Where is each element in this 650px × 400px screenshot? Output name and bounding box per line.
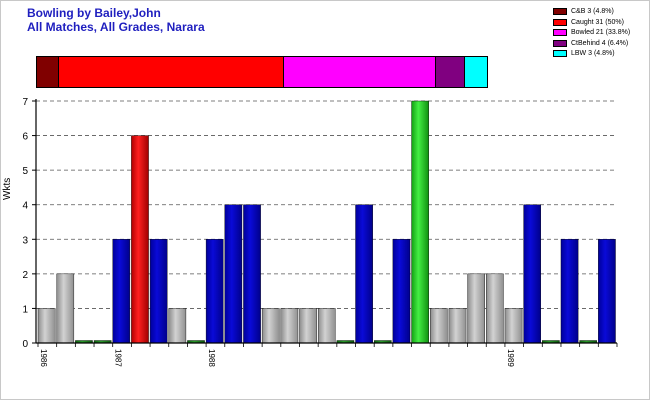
y-tick-label: 0: [22, 339, 28, 350]
y-tick-label: 1: [22, 304, 28, 315]
dismissal-segment-2: [283, 57, 437, 87]
bar-19: [392, 239, 411, 344]
bar-0: [37, 308, 56, 344]
x-tick-label-1989: 1989: [506, 349, 515, 367]
bar-24: [486, 273, 504, 344]
bar-17: [355, 204, 373, 344]
bar-10: [224, 204, 243, 344]
x-tick-label-1988: 1988: [207, 349, 216, 367]
y-tick-label: 4: [22, 201, 28, 212]
dismissal-segment-1: [58, 57, 284, 87]
x-tick-labels: 1986 1987 1988 1989: [39, 349, 515, 367]
bar-22: [448, 308, 467, 344]
dismissal-breakdown-bar: [36, 56, 488, 88]
bar-14: [299, 308, 317, 344]
bar-25: [504, 308, 523, 344]
dismissal-segment-4: [465, 57, 487, 87]
y-tick-label: 5: [22, 166, 28, 177]
bar-15: [317, 308, 336, 344]
chart-subtitle: All Matches, All Grades, Narara: [27, 20, 205, 34]
legend-label-cb: C&B 3 (4.8%): [571, 8, 614, 15]
bar-13: [280, 308, 299, 344]
legend-swatch-bowled: [553, 29, 567, 36]
legend-label-caught: Caught 31 (50%): [571, 18, 624, 26]
bar-26: [523, 204, 541, 344]
y-tick-label: 6: [22, 132, 28, 143]
bar-1: [56, 273, 75, 344]
bar-12: [261, 308, 280, 344]
x-tick-label-1986: 1986: [39, 349, 48, 367]
x-tick-label-1987: 1987: [114, 349, 123, 367]
legend-swatch-cb: [553, 8, 567, 15]
chart-title: Bowling by Bailey,John: [27, 6, 161, 20]
bar-21: [430, 308, 448, 344]
bar-9: [205, 239, 224, 344]
dismissal-segment-0: [37, 57, 59, 87]
bars: [37, 100, 616, 344]
bar-5: [131, 135, 149, 344]
legend-swatch-lbw: [553, 50, 567, 57]
bar-30: [598, 239, 616, 344]
y-tick-labels: 0 1 2 3 4 5 6 7: [22, 97, 36, 350]
axes: [35, 99, 618, 347]
legend-swatch-ctbehind: [553, 39, 567, 47]
bar-28: [560, 239, 579, 344]
y-tick-label: 7: [22, 97, 28, 108]
bar-7: [168, 308, 187, 344]
y-tick-label: 2: [22, 270, 28, 281]
legend-swatch-caught: [553, 18, 567, 26]
bar-11: [243, 204, 261, 344]
bar-20: [411, 100, 429, 344]
bar-6: [149, 239, 168, 344]
legend-label-lbw: LBW 3 (4.8%): [571, 50, 615, 57]
bar-4: [112, 239, 131, 344]
y-tick-label: 3: [22, 235, 28, 246]
bar-23: [467, 273, 485, 344]
dismissal-segment-3: [436, 57, 466, 87]
legend-label-bowled: Bowled 21 (33.8%): [571, 29, 631, 36]
legend-label-ctbehind: CtBehind 4 (6.4%): [571, 39, 629, 47]
